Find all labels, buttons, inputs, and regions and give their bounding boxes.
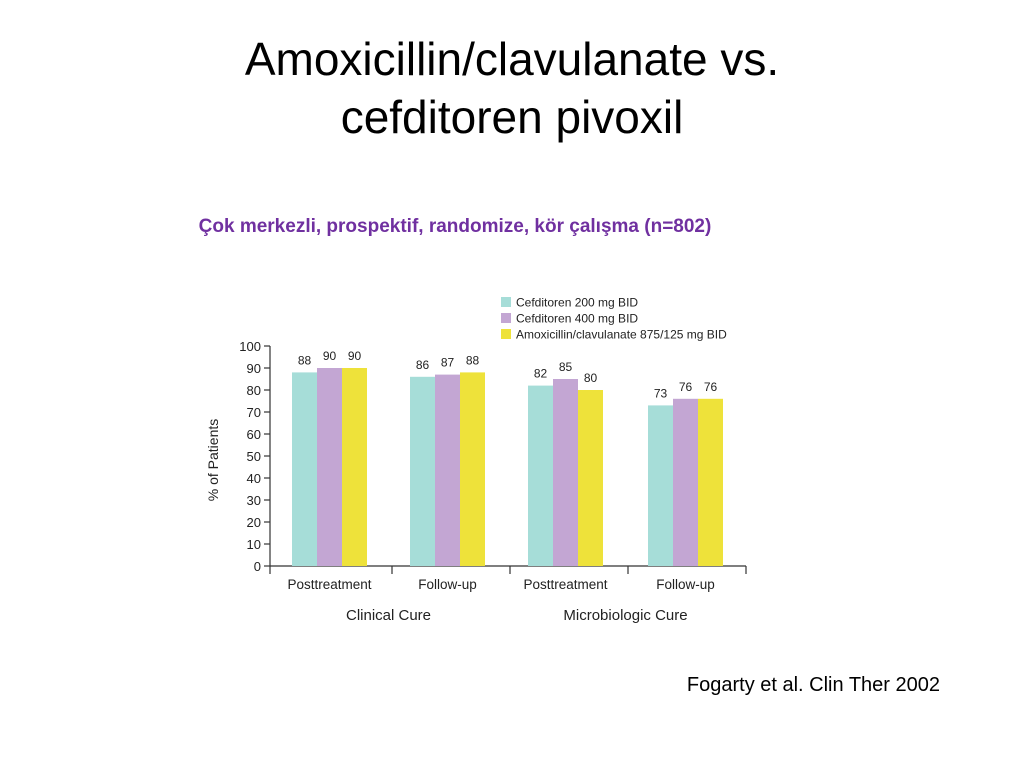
legend-swatch	[501, 297, 511, 307]
y-tick-label: 10	[247, 537, 261, 552]
legend-swatch	[501, 313, 511, 323]
x-group-label: Microbiologic Cure	[563, 607, 687, 624]
bar-value-label: 82	[534, 367, 548, 381]
bar	[648, 405, 673, 566]
slide-title: Amoxicillin/clavulanate vs. cefditoren p…	[0, 30, 1024, 146]
bar-value-label: 87	[441, 356, 455, 370]
legend-label: Cefditoren 400 mg BID	[516, 312, 638, 326]
x-category-label: Follow-up	[418, 577, 477, 592]
y-tick-label: 100	[239, 339, 261, 354]
y-tick-label: 80	[247, 383, 261, 398]
x-category-label: Posttreatment	[287, 577, 371, 592]
slide-title-line-2: cefditoren pivoxil	[340, 91, 684, 143]
bar	[435, 374, 460, 566]
x-group-label: Clinical Cure	[346, 607, 431, 624]
bar	[410, 376, 435, 566]
y-tick-label: 70	[247, 405, 261, 420]
bar	[528, 385, 553, 566]
y-tick-label: 0	[254, 559, 261, 574]
x-category-label: Posttreatment	[523, 577, 607, 592]
bar	[673, 398, 698, 566]
bar-value-label: 88	[466, 353, 480, 367]
x-category-label: Follow-up	[656, 577, 715, 592]
y-tick-label: 20	[247, 515, 261, 530]
bar	[698, 398, 723, 566]
y-tick-label: 40	[247, 471, 261, 486]
citation: Fogarty et al. Clin Ther 2002	[686, 674, 940, 696]
bar-value-label: 90	[348, 349, 362, 363]
bar	[342, 368, 367, 566]
slide-subtitle: Çok merkezli, prospektif, randomize, kör…	[198, 216, 712, 237]
bar	[553, 379, 578, 566]
bar-value-label: 88	[298, 353, 312, 367]
bar-value-label: 90	[323, 349, 337, 363]
y-axis-title: % of Patients	[205, 419, 221, 502]
bar	[292, 372, 317, 566]
slide-title-line-1: Amoxicillin/clavulanate vs.	[244, 33, 780, 85]
bar-value-label: 86	[416, 358, 430, 372]
y-tick-label: 50	[247, 449, 261, 464]
bar-value-label: 76	[704, 380, 718, 394]
y-tick-label: 60	[247, 427, 261, 442]
bar	[460, 372, 485, 566]
legend-label: Amoxicillin/clavulanate 875/125 mg BID	[516, 328, 727, 342]
bar-value-label: 76	[679, 380, 693, 394]
legend-swatch	[501, 329, 511, 339]
legend-label: Cefditoren 200 mg BID	[516, 296, 638, 310]
bar-value-label: 85	[559, 360, 573, 374]
bar-value-label: 80	[584, 371, 598, 385]
bar	[578, 390, 603, 566]
y-tick-label: 30	[247, 493, 261, 508]
y-tick-label: 90	[247, 361, 261, 376]
bar-value-label: 73	[654, 386, 668, 400]
bar	[317, 368, 342, 566]
